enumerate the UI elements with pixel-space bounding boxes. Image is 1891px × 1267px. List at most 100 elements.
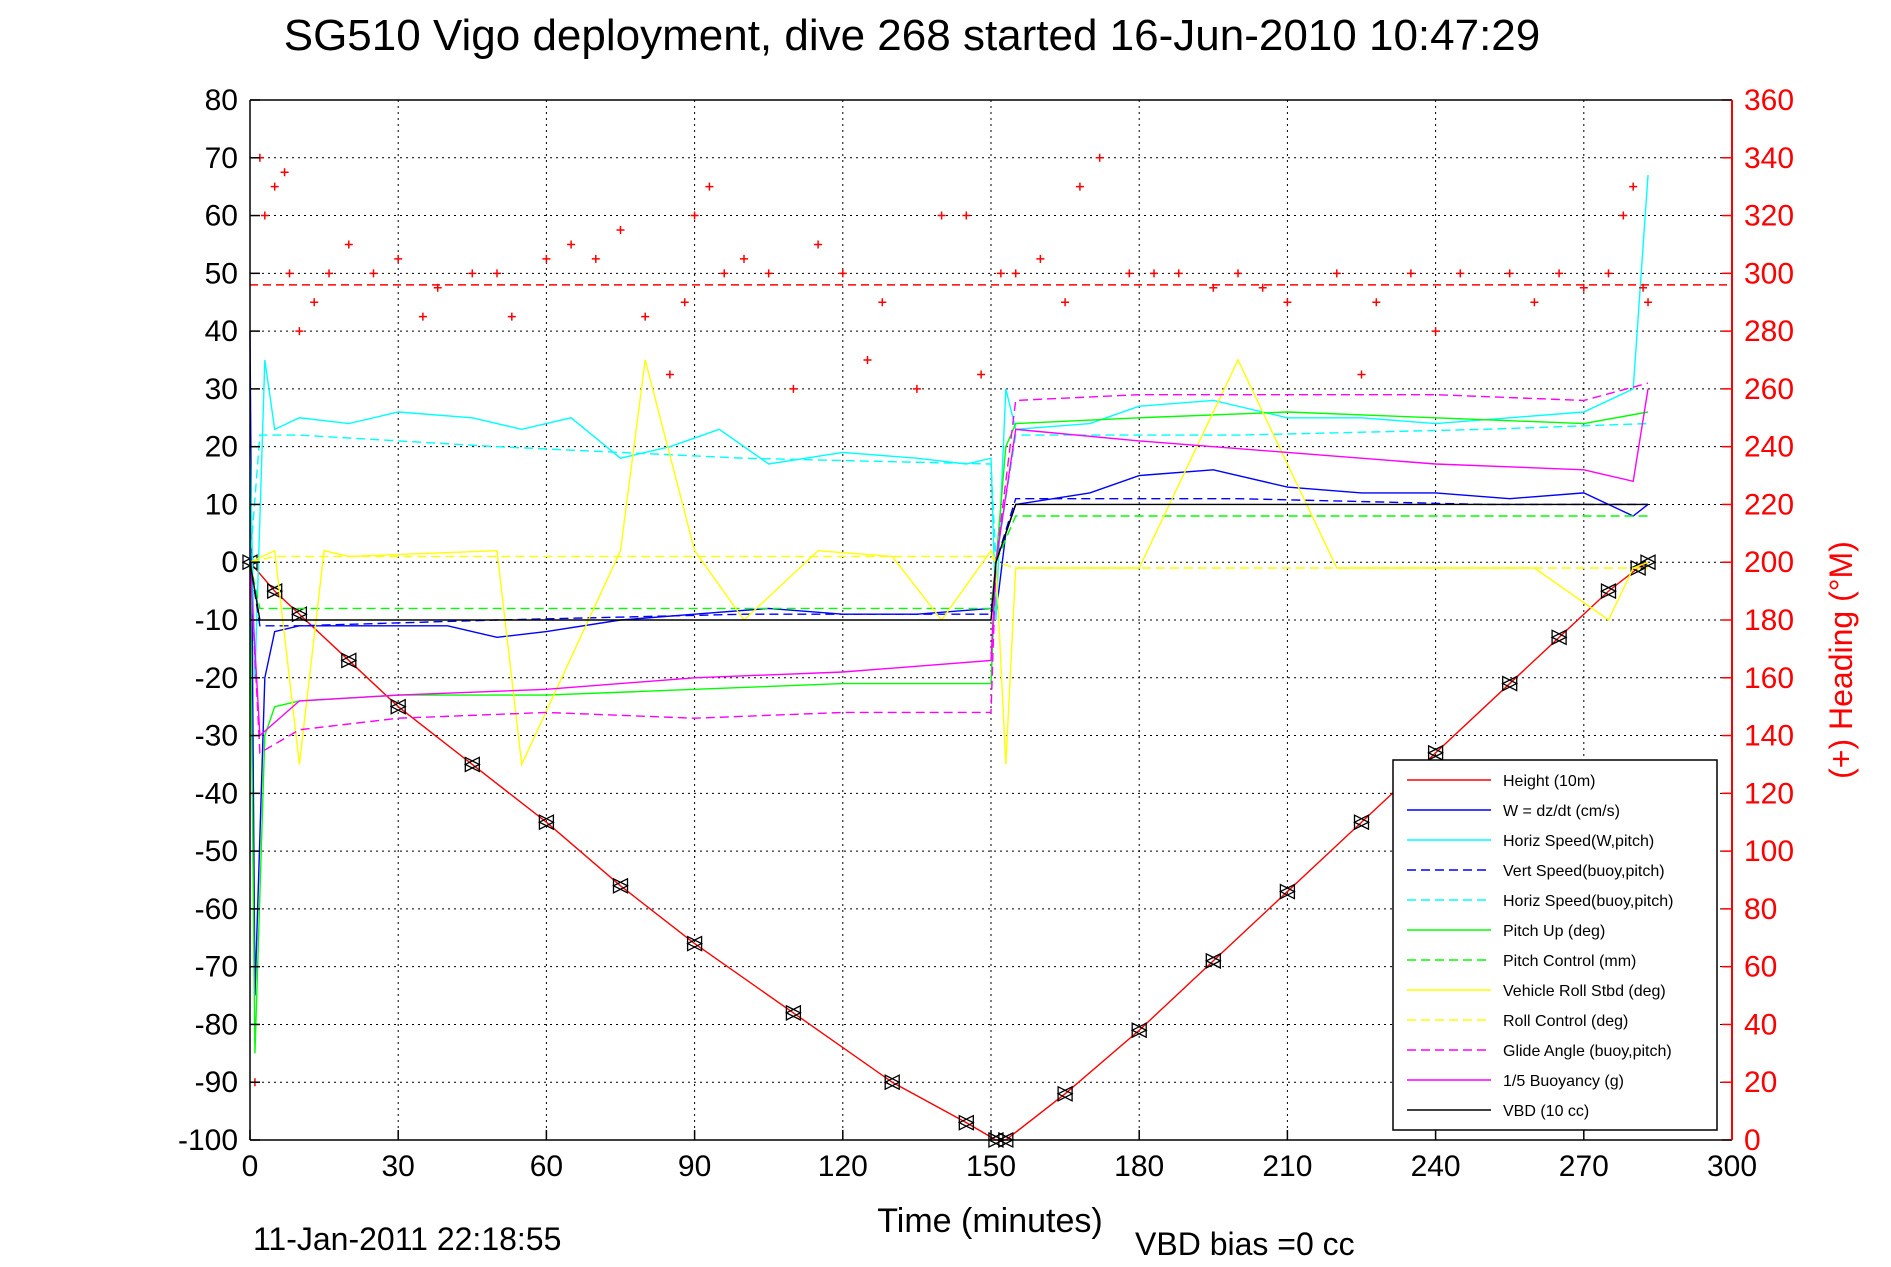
heading-point [878, 298, 887, 307]
height-marker [612, 877, 629, 894]
legend-label-hsb: Horiz Speed(buoy,pitch) [1503, 893, 1673, 910]
heading-point [1629, 182, 1638, 191]
series-vbd [249, 503, 1649, 621]
y-tick-label: -80 [195, 1008, 238, 1041]
x-tick-label: 210 [1262, 1150, 1312, 1183]
series-hsw [249, 175, 1649, 678]
legend-box [1392, 759, 1718, 1131]
x-tick-label: 300 [1707, 1150, 1757, 1183]
y-tick-label: 50 [205, 257, 238, 290]
heading-point [1555, 269, 1564, 278]
height-marker [537, 814, 555, 831]
legend-label-glide: Glide Angle (buoy,pitch) [1503, 1043, 1672, 1060]
legend-label-w: W = dz/dt (cm/s) [1503, 803, 1620, 820]
height-marker [389, 698, 406, 715]
heading-point [1619, 211, 1628, 220]
heading-point [996, 269, 1005, 278]
y-tick-label: -90 [195, 1066, 238, 1099]
legend-label-roll: Vehicle Roll Stbd (deg) [1503, 983, 1666, 1000]
heading-point [285, 269, 294, 278]
right-y-tick-label: 240 [1744, 431, 1794, 464]
heading-point [591, 254, 600, 263]
series-glide [249, 382, 1649, 755]
right-y-tick-label: 340 [1744, 142, 1794, 175]
x-tick-label: 60 [530, 1150, 563, 1183]
right-y-tick-label: 80 [1744, 893, 1777, 926]
heading-point [1011, 269, 1020, 278]
heading-point [764, 269, 773, 278]
series-buoy [249, 388, 1649, 738]
height-marker [1056, 1085, 1073, 1102]
legend-label-hsw: Horiz Speed(W,pitch) [1503, 833, 1654, 850]
right-y-tick-label: 100 [1744, 835, 1794, 868]
x-tick-label: 30 [382, 1150, 415, 1183]
heading-point [507, 312, 516, 321]
right-y-tick-label: 120 [1744, 777, 1794, 810]
series-hsb [249, 422, 1649, 563]
y-tick-label: -30 [195, 720, 238, 753]
heading-point [295, 327, 304, 336]
heading-point [1357, 370, 1366, 379]
footer-date: 11-Jan-2011 22:18:55 [253, 1221, 561, 1257]
heading-point [641, 312, 650, 321]
heading-point [433, 283, 442, 292]
x-tick-label: 150 [966, 1150, 1016, 1183]
heading-point [1150, 269, 1159, 278]
right-y-tick-label: 20 [1744, 1066, 1777, 1099]
heading-point [962, 211, 971, 220]
height-marker [1204, 952, 1221, 969]
chart-title: SG510 Vigo deployment, dive 268 started … [284, 11, 1541, 60]
height-marker [1629, 559, 1646, 577]
height-marker [1501, 675, 1518, 692]
y-tick-label: -100 [178, 1124, 238, 1157]
height-marker [463, 756, 480, 773]
right-y-tick-label: 360 [1744, 84, 1794, 117]
heading-point [1372, 298, 1381, 307]
heading-point [1530, 298, 1539, 307]
heading-point [1061, 298, 1070, 307]
y-tick-label: -60 [195, 893, 238, 926]
legend: Height (10m) W = dz/dt (cm/s) Horiz Speed(… [1392, 759, 1718, 1131]
y-tick-label: 80 [205, 84, 238, 117]
heading-point [1604, 269, 1613, 278]
x-axis-label: Time (minutes) [877, 1202, 1102, 1240]
height-marker [1278, 883, 1296, 900]
heading-point [1639, 283, 1648, 292]
y-tick-label: -50 [195, 835, 238, 868]
x-tick-label: 180 [1114, 1150, 1164, 1183]
height-marker [784, 1004, 802, 1021]
height-marker [686, 935, 703, 952]
heading-point [1283, 298, 1292, 307]
heading-point [1258, 283, 1267, 292]
height-marker [957, 1114, 974, 1131]
y-tick-label: 70 [205, 142, 238, 175]
height-marker [1427, 744, 1444, 761]
series-vsb [249, 497, 1649, 627]
legend-label-vsb: Vert Speed(buoy,pitch) [1503, 863, 1665, 880]
x-tick-label: 90 [678, 1150, 711, 1183]
heading-point [1075, 182, 1084, 191]
heading-point [616, 226, 625, 234]
right-y-tick-label: 180 [1744, 604, 1794, 637]
heading-point [1095, 153, 1104, 162]
height-marker [266, 583, 283, 600]
heading-point [325, 269, 334, 278]
y-tick-label: -10 [195, 604, 238, 637]
height-marker [1353, 814, 1370, 831]
height-marker [1639, 554, 1656, 571]
height-marker [290, 606, 308, 623]
heading-point [1406, 269, 1415, 278]
y-tick-label: -70 [195, 951, 238, 984]
heading-point [789, 384, 798, 393]
heading-point [1579, 283, 1588, 292]
right-y-tick-label: 220 [1744, 488, 1794, 521]
heading-point [344, 240, 353, 249]
heading-point [280, 168, 289, 177]
right-y-tick-label: 140 [1744, 720, 1794, 753]
legend-label-height: Height (10m) [1503, 773, 1595, 790]
heading-point [665, 370, 674, 379]
right-y-tick-label: 160 [1744, 662, 1794, 695]
heading-point [1332, 269, 1341, 278]
